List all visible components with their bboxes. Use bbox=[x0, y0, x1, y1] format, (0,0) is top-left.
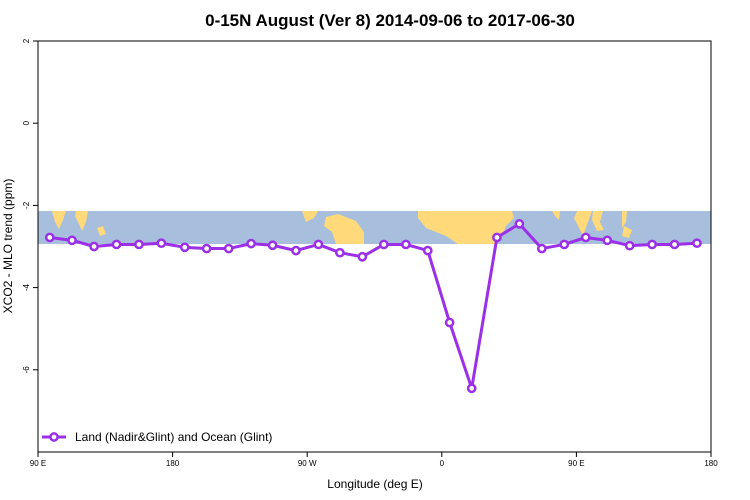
map-land-4 bbox=[324, 214, 364, 244]
map-land-7 bbox=[574, 211, 592, 236]
map-land-1 bbox=[75, 211, 88, 231]
x-tick-label: 180 bbox=[704, 459, 718, 468]
data-point bbox=[624, 240, 635, 251]
map-land-8 bbox=[592, 211, 604, 231]
data-point bbox=[514, 219, 525, 229]
data-point bbox=[156, 238, 167, 249]
x-tick-label: 90 E bbox=[30, 459, 46, 468]
legend-label: Land (Nadir&Glint) and Ocean (Glint) bbox=[75, 430, 272, 444]
map-land-0 bbox=[52, 211, 66, 229]
x-tick-label: 180 bbox=[166, 459, 180, 468]
map-land-6 bbox=[552, 211, 560, 220]
y-tick-label: 0 bbox=[22, 120, 31, 125]
map-land-2 bbox=[97, 226, 106, 236]
data-point bbox=[44, 232, 55, 243]
data-point bbox=[246, 238, 256, 249]
data-point bbox=[111, 239, 122, 250]
data-point bbox=[89, 241, 99, 252]
data-point bbox=[291, 245, 301, 256]
data-point bbox=[179, 242, 190, 253]
x-axis-label: Longitude (deg E) bbox=[327, 477, 422, 491]
background-map bbox=[38, 211, 711, 244]
y-tick-label: 2 bbox=[22, 38, 31, 43]
data-point bbox=[401, 239, 411, 250]
chart-title: 0-15N August (Ver 8) 2014-09-06 to 2017-… bbox=[205, 11, 575, 30]
map-land-5 bbox=[418, 211, 514, 244]
data-point bbox=[201, 243, 212, 254]
y-axis-label: XCO2 - MLO trend (ppm) bbox=[1, 179, 15, 314]
data-point bbox=[313, 239, 324, 250]
data-point bbox=[444, 317, 455, 328]
data-point bbox=[267, 240, 278, 251]
data-point bbox=[357, 251, 368, 262]
data-point bbox=[134, 239, 144, 250]
map-land-9 bbox=[622, 211, 627, 228]
data-point bbox=[580, 232, 591, 243]
data-point bbox=[559, 239, 570, 250]
y-tick-label: -6 bbox=[22, 366, 31, 374]
data-point bbox=[67, 235, 77, 246]
data-point bbox=[223, 243, 234, 254]
y-tick-label: -2 bbox=[22, 201, 31, 209]
legend: Land (Nadir&Glint) and Ocean (Glint) bbox=[42, 430, 272, 444]
data-point bbox=[536, 243, 547, 254]
data-point bbox=[335, 247, 345, 258]
x-tick-label: 90 E bbox=[568, 459, 584, 468]
plot-frame bbox=[37, 40, 712, 453]
plot-area: 90 E 180 90 W 0 90 E 180 2 0 -2 -4 -6 Land (Nadir&G… bbox=[22, 38, 718, 468]
series-line bbox=[49, 222, 698, 390]
map-land-3 bbox=[302, 211, 318, 222]
data-point bbox=[466, 383, 477, 394]
data-point bbox=[602, 235, 613, 246]
data-point bbox=[422, 245, 433, 256]
map-land-10 bbox=[622, 226, 632, 238]
data-point bbox=[492, 232, 502, 243]
x-tick-label: 0 bbox=[440, 459, 445, 468]
data-point bbox=[378, 239, 389, 250]
x-tick-label: 90 W bbox=[298, 459, 317, 468]
y-tick-label: -4 bbox=[22, 283, 31, 291]
data-point bbox=[692, 238, 702, 249]
legend-marker bbox=[49, 432, 59, 442]
data-point bbox=[647, 239, 657, 250]
data-point bbox=[669, 239, 680, 250]
